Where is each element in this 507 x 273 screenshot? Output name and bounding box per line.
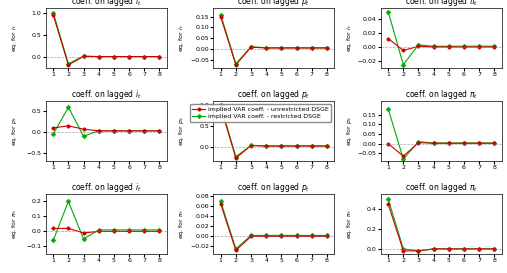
Y-axis label: eq. for $\pi_t$: eq. for $\pi_t$ <box>10 209 19 239</box>
Title: coeff. on lagged $i_t$: coeff. on lagged $i_t$ <box>71 88 141 101</box>
Title: coeff. on lagged $\pi_t$: coeff. on lagged $\pi_t$ <box>405 181 478 194</box>
Y-axis label: eq. for $\pi_t$: eq. for $\pi_t$ <box>177 209 187 239</box>
Title: coeff. on lagged $i_t$: coeff. on lagged $i_t$ <box>71 0 141 8</box>
Title: coeff. on lagged $p_t$: coeff. on lagged $p_t$ <box>237 88 310 101</box>
Title: coeff. on lagged $p_t$: coeff. on lagged $p_t$ <box>237 0 310 8</box>
Title: coeff. on lagged $i_t$: coeff. on lagged $i_t$ <box>71 181 141 194</box>
Legend: implied VAR coeff. - unrestricted DSGE, implied VAR coeff. - restricted DSGE: implied VAR coeff. - unrestricted DSGE, … <box>190 104 332 122</box>
Title: coeff. on lagged $\pi_t$: coeff. on lagged $\pi_t$ <box>405 88 478 101</box>
Y-axis label: eq. for $i_t$: eq. for $i_t$ <box>10 24 19 52</box>
Title: coeff. on lagged $p_t$: coeff. on lagged $p_t$ <box>237 181 310 194</box>
Y-axis label: eq. for $p_t$: eq. for $p_t$ <box>177 116 187 146</box>
Y-axis label: eq. for $\pi_t$: eq. for $\pi_t$ <box>345 209 354 239</box>
Title: coeff. on lagged $\pi_t$: coeff. on lagged $\pi_t$ <box>405 0 478 8</box>
Y-axis label: eq. for $p_t$: eq. for $p_t$ <box>345 116 354 146</box>
Y-axis label: eq. for $p_t$: eq. for $p_t$ <box>10 116 19 146</box>
Y-axis label: eq. for $i_t$: eq. for $i_t$ <box>345 24 354 52</box>
Y-axis label: eq. for $i_t$: eq. for $i_t$ <box>177 24 187 52</box>
